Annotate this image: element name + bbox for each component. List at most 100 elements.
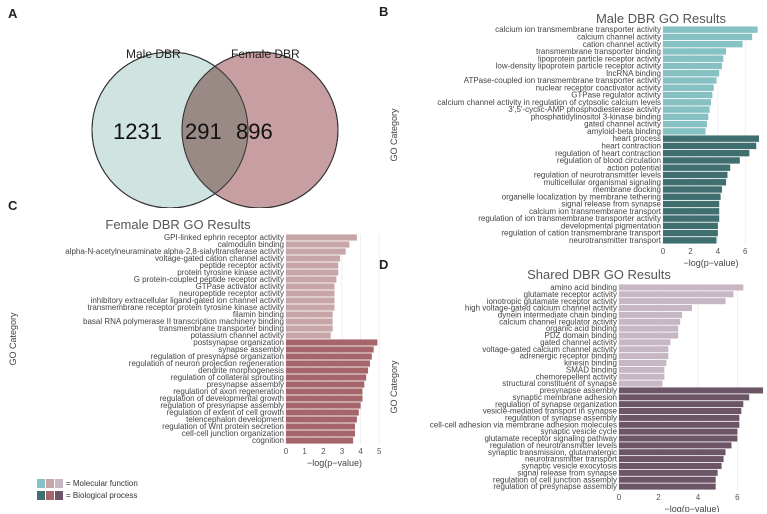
x-tick-label: 0 [284, 447, 289, 456]
bar [663, 91, 713, 99]
female-go-chart: GPI-linked ephrin receptor activitycalmo… [8, 217, 382, 468]
bar [286, 360, 370, 367]
bar [286, 381, 365, 388]
bar [286, 283, 335, 290]
category-label: calcium channel activity in regulation o… [437, 98, 661, 107]
bar [663, 200, 720, 208]
category-label: regulation of Wnt protein secretion [162, 422, 284, 431]
category-label: organelle localization by membrane tethe… [502, 192, 661, 201]
category-label: neuropeptide receptor activity [179, 289, 284, 298]
venn-label-female: Female DBR [231, 47, 300, 61]
x-tick-label: 3 [340, 447, 345, 456]
category-label: filamin binding [233, 310, 284, 319]
category-label: regulation of cation transmembrane trans… [501, 229, 661, 238]
x-axis-label: −log(p−value) [683, 258, 738, 268]
bar [663, 55, 724, 62]
bar [663, 48, 727, 55]
bar [663, 99, 711, 106]
category-label: vesicle-mediated transport in synapse [483, 407, 618, 416]
bar [663, 70, 720, 77]
bar [663, 157, 740, 164]
category-label: G protein-coupled peptide receptor activ… [134, 275, 284, 284]
bar [663, 120, 707, 128]
category-label: dynein intermediate chain binding [498, 311, 617, 320]
bar [663, 33, 753, 41]
category-label: gated channel activity [540, 338, 617, 347]
bar [663, 215, 720, 222]
bar [619, 428, 738, 435]
category-label: regulation of presynapse assembly [493, 482, 617, 491]
bar [663, 40, 743, 48]
venn-count-male-only: 1231 [113, 119, 162, 144]
legend-biological-label: = Biological process [66, 491, 138, 500]
bar [663, 149, 750, 157]
category-label: low-density lipoprotein particle recepto… [496, 62, 661, 71]
chart-title: Female DBR GO Results [105, 217, 251, 232]
x-tick-label: 1 [302, 447, 307, 456]
category-label: regulation of blood circulation [557, 156, 661, 165]
bar [619, 366, 665, 373]
category-label: presynapse assembly [207, 380, 284, 389]
bar [286, 276, 337, 283]
bar [619, 311, 683, 318]
bar [663, 142, 757, 150]
bar [619, 359, 667, 366]
bar [663, 229, 718, 237]
venn-label-male: Male DBR [126, 47, 181, 61]
category-label: GTPase regulator activity [571, 91, 661, 100]
category-label: basal RNA polymerase II transcription ma… [83, 317, 284, 326]
bar [286, 402, 361, 409]
category-label: synaptic vesicle exocytosis [521, 462, 617, 471]
category-label: synaptic vesicle cycle [541, 427, 618, 436]
x-tick-label: 2 [656, 493, 661, 502]
bar [286, 416, 357, 423]
bar [286, 241, 350, 248]
bar [619, 387, 764, 394]
venn-overlap-region [182, 52, 248, 208]
bar [619, 339, 671, 346]
category-label: synaptic transmission, glutamatergic [488, 448, 617, 457]
bar [286, 374, 367, 381]
x-tick-label: 6 [743, 247, 748, 256]
y-axis-label: GO Category [389, 108, 399, 162]
category-label: GTPase activator activity [196, 282, 284, 291]
bar [663, 186, 722, 193]
category-label: neurotransmitter transport [569, 236, 662, 245]
bar [619, 325, 679, 332]
bar [619, 401, 744, 408]
category-label: regulation of synapse organization [495, 400, 617, 409]
bar [286, 388, 363, 395]
bar [286, 297, 335, 304]
male-go-chart: calcium ion transmembrane transporter ac… [389, 11, 759, 268]
bar [286, 248, 346, 255]
bar [619, 353, 669, 360]
bar [663, 26, 758, 33]
bar [619, 462, 722, 469]
venn-count-overlap: 291 [185, 119, 222, 144]
bar [663, 179, 727, 186]
legend-biological: = Biological process [37, 490, 138, 501]
bar [663, 237, 717, 244]
category-label: alpha-N-acetylneuraminate alpha-2,8-sial… [65, 247, 284, 256]
category-label: amino acid binding [550, 283, 617, 292]
category-label: regulation of axon regeneration [173, 387, 284, 396]
bar [286, 367, 369, 374]
bar [286, 318, 333, 325]
bar [663, 193, 721, 200]
bar [663, 171, 728, 179]
category-label: nuclear receptor coactivator activity [536, 83, 661, 92]
bar [286, 234, 357, 241]
x-tick-label: 0 [617, 493, 622, 502]
x-tick-label: 4 [696, 493, 701, 502]
category-label: regulation of neurotransmitter levels [490, 441, 617, 450]
category-label: transmembrane transporter binding [159, 324, 284, 333]
bar [619, 442, 732, 449]
bar [286, 437, 354, 444]
category-label: postsynapse organization [193, 338, 284, 347]
bar [663, 208, 720, 215]
legend-swatch-biological-female [46, 491, 54, 500]
category-label: adrenergic receptor binding [520, 352, 617, 361]
bar [619, 380, 663, 387]
category-label: cation channel activity [583, 40, 661, 49]
